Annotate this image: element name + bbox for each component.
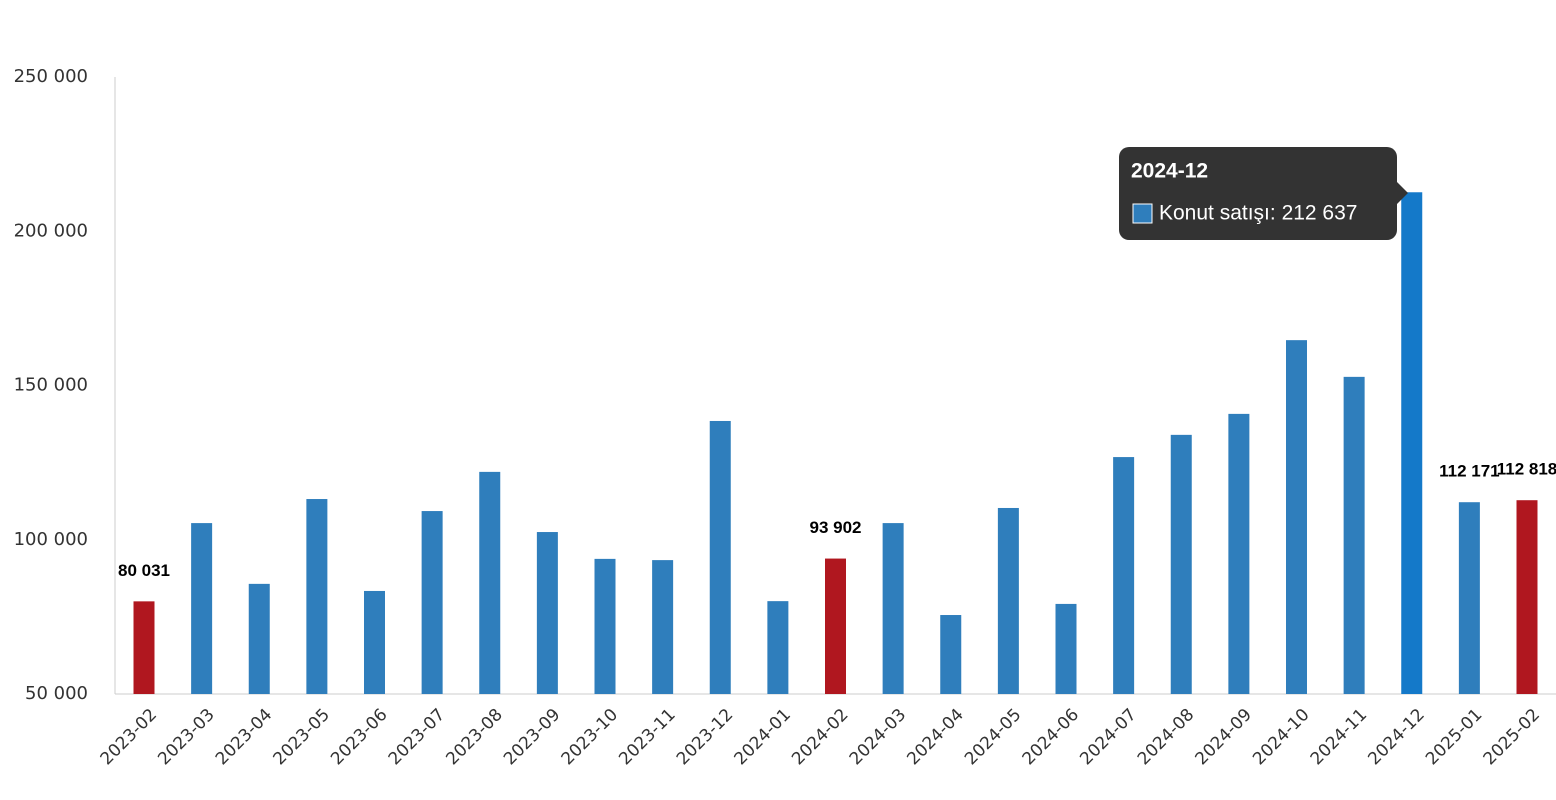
tooltip-swatch bbox=[1132, 203, 1153, 224]
bar bbox=[1343, 376, 1365, 694]
x-tick-label: 2023-04 bbox=[212, 705, 276, 769]
bar bbox=[997, 507, 1019, 694]
tooltip: 2024-12 Konut satışı: 212 637 bbox=[1119, 147, 1408, 240]
x-tick-label: 2023-02 bbox=[97, 705, 161, 769]
bar bbox=[133, 601, 155, 694]
bar bbox=[1170, 434, 1192, 694]
x-tick-label: 2023-12 bbox=[673, 705, 737, 769]
bar bbox=[1055, 603, 1077, 694]
bar bbox=[191, 523, 213, 694]
bar bbox=[248, 583, 270, 694]
value-label: 93 902 bbox=[810, 518, 862, 537]
x-tick-label: 2024-10 bbox=[1249, 705, 1313, 769]
y-tick-label: 200 000 bbox=[14, 220, 88, 241]
tooltip-title: 2024-12 bbox=[1131, 160, 1208, 183]
x-tick-label: 2023-07 bbox=[385, 705, 449, 769]
bar bbox=[767, 601, 789, 694]
tooltip-box bbox=[1119, 147, 1397, 240]
x-tick-label: 2024-02 bbox=[788, 705, 852, 769]
x-tick-label: 2024-08 bbox=[1134, 705, 1198, 769]
x-tick-label: 2024-11 bbox=[1307, 705, 1371, 769]
bar bbox=[1286, 340, 1307, 694]
bar bbox=[652, 560, 674, 694]
bar bbox=[594, 558, 616, 694]
x-tick-label: 2024-01 bbox=[731, 705, 795, 769]
y-tick-label: 250 000 bbox=[14, 66, 88, 87]
y-tick-label: 100 000 bbox=[14, 529, 88, 550]
bar bbox=[536, 532, 558, 694]
x-tick-label: 2023-11 bbox=[615, 705, 679, 769]
x-tick-label: 2024-03 bbox=[846, 705, 910, 769]
bar bbox=[364, 590, 385, 694]
bar bbox=[709, 420, 731, 694]
x-tick-label: 2023-09 bbox=[500, 705, 564, 769]
x-tick-label: 2025-01 bbox=[1422, 705, 1486, 769]
x-tick-label: 2023-03 bbox=[154, 705, 218, 769]
x-tick-label: 2024-09 bbox=[1192, 705, 1256, 769]
value-label: 80 031 bbox=[118, 561, 170, 580]
bar bbox=[306, 499, 328, 694]
x-tick-label: 2023-10 bbox=[558, 705, 622, 769]
bar bbox=[1458, 502, 1480, 694]
bar bbox=[882, 523, 904, 694]
bar bbox=[1113, 457, 1135, 694]
bar bbox=[825, 558, 846, 694]
x-tick-label: 2025-02 bbox=[1480, 705, 1544, 769]
bar bbox=[421, 511, 443, 694]
x-tick-label: 2023-06 bbox=[327, 705, 391, 769]
x-tick-label: 2024-05 bbox=[961, 705, 1025, 769]
bar bbox=[1516, 500, 1538, 694]
x-tick-label: 2024-07 bbox=[1076, 705, 1140, 769]
y-tick-label: 50 000 bbox=[25, 683, 88, 704]
tooltip-text: Konut satışı: 212 637 bbox=[1159, 202, 1357, 225]
bar bbox=[479, 471, 501, 694]
x-tick-label: 2024-04 bbox=[903, 705, 967, 769]
y-tick-label: 150 000 bbox=[14, 375, 88, 396]
x-tick-label: 2024-12 bbox=[1364, 705, 1428, 769]
bar bbox=[1401, 192, 1423, 694]
x-tick-label: 2023-08 bbox=[442, 705, 506, 769]
bar bbox=[1228, 413, 1250, 694]
value-label: 112 171 bbox=[1439, 462, 1500, 481]
x-tick-label: 2023-05 bbox=[270, 705, 334, 769]
bar bbox=[940, 615, 962, 694]
value-label: 112 818 bbox=[1497, 460, 1556, 479]
tooltip-arrow bbox=[1397, 182, 1408, 204]
x-tick-label: 2024-06 bbox=[1019, 705, 1083, 769]
